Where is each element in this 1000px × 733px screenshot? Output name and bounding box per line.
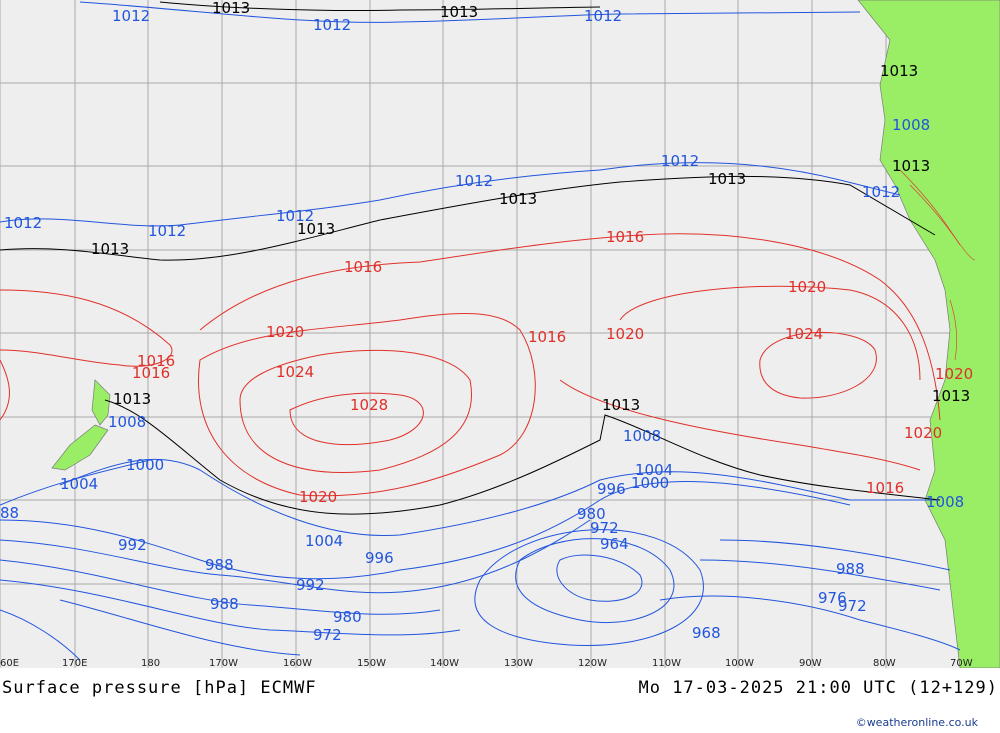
isobar-label: 980 — [333, 608, 362, 626]
lon-tick: 110W — [652, 658, 681, 668]
isobar-label: 1013 — [113, 390, 151, 408]
lon-tick: 160W — [283, 658, 312, 668]
isobar-label: 1012 — [455, 172, 493, 190]
isobar-label: 988 — [210, 595, 239, 613]
isobar-label: 1020 — [935, 365, 973, 383]
isobar-map-svg: 60E 170E 180 170W 160W 150W 140W 130W 12… — [0, 0, 1000, 668]
isobar-label: 1020 — [266, 323, 304, 341]
lon-tick: 80W — [873, 658, 896, 668]
isobar-label: 1004 — [635, 461, 673, 479]
isobar-label: 964 — [600, 535, 629, 553]
isobar-label: 1012 — [4, 214, 42, 232]
isobar-label: 1012 — [148, 222, 186, 240]
isobar-label: 1016 — [344, 258, 382, 276]
isobar-label: 1008 — [108, 413, 146, 431]
isobar-label: 1016 — [606, 228, 644, 246]
isobar-label: 992 — [296, 576, 325, 594]
isobar-label: 1013 — [880, 62, 918, 80]
lon-tick: 60E — [0, 658, 19, 668]
isobar-label: 992 — [118, 536, 147, 554]
isobar-label: 1004 — [60, 475, 98, 493]
isobar-label: 1013 — [212, 0, 250, 17]
isobar-label: 968 — [692, 624, 721, 642]
isobar-label: 1020 — [299, 488, 337, 506]
isobar-labels: 1012 1013 1012 1013 1012 1012 1013 1012 … — [0, 0, 973, 644]
isobar-label: 988 — [836, 560, 865, 578]
isobar-label: 1024 — [785, 325, 823, 343]
isobar-label: 1013 — [932, 387, 970, 405]
isobar-label: 1020 — [606, 325, 644, 343]
isobar-label: 1000 — [631, 474, 669, 492]
lon-tick: 70W — [950, 658, 973, 668]
lon-tick: 100W — [725, 658, 754, 668]
isobar-label: 1016 — [866, 479, 904, 497]
isobar-label: 1013 — [297, 220, 335, 238]
new-zealand-north — [91, 379, 111, 426]
isobar-label: 1008 — [623, 427, 661, 445]
isobar-label: 1020 — [788, 278, 826, 296]
isobar-label: 972 — [838, 597, 867, 615]
isobar-label: 1008 — [892, 116, 930, 134]
isobar-label: 1016 — [137, 352, 175, 370]
valid-time: Mo 17-03-2025 21:00 UTC (12+129) — [638, 678, 998, 698]
lon-tick: 140W — [430, 658, 459, 668]
isobar-label: 1012 — [313, 16, 351, 34]
isobar-label: 1016 — [132, 364, 170, 382]
isobar-label: 1008 — [926, 493, 964, 511]
isobar-label: 1012 — [112, 7, 150, 25]
isobar-label: 972 — [590, 519, 619, 537]
isobar-label: 1013 — [708, 170, 746, 188]
longitude-ticks: 60E 170E 180 170W 160W 150W 140W 130W 12… — [0, 658, 973, 668]
isobar-label: 1024 — [276, 363, 314, 381]
isobar-label: 972 — [313, 626, 342, 644]
reference-isobars-1013 — [0, 1, 941, 515]
isobar-label: 1013 — [440, 3, 478, 21]
lon-tick: 170W — [209, 658, 238, 668]
landmasses — [51, 0, 1000, 668]
graticule — [0, 0, 1000, 668]
isobar-label: 1012 — [584, 7, 622, 25]
isobar-label: 996 — [365, 549, 394, 567]
isobar-label: 1028 — [350, 396, 388, 414]
isobar-label: 988 — [205, 556, 234, 574]
isobar-label: 996 — [597, 480, 626, 498]
isobar-label: 1013 — [602, 396, 640, 414]
lon-tick: 90W — [799, 658, 822, 668]
lon-tick: 170E — [62, 658, 87, 668]
andes-relief — [899, 169, 976, 361]
isobar-label: 1012 — [661, 152, 699, 170]
isobar-label: 1013 — [91, 240, 129, 258]
isobar-label: 1012 — [276, 207, 314, 225]
south-america — [857, 0, 1000, 668]
pressure-map — [0, 0, 1000, 668]
lon-tick: 180 — [141, 658, 160, 668]
low-pressure-isobars — [0, 1, 961, 661]
lon-tick: 130W — [504, 658, 533, 668]
high-pressure-isobars — [0, 233, 941, 497]
isobar-label: 88 — [0, 504, 19, 522]
lon-tick: 120W — [578, 658, 607, 668]
lon-tick: 150W — [357, 658, 386, 668]
isobar-label: 1013 — [892, 157, 930, 175]
isobar-label: 1013 — [499, 190, 537, 208]
isobar-label: 976 — [818, 589, 847, 607]
isobar-label: 980 — [577, 505, 606, 523]
isobar-label: 1012 — [862, 183, 900, 201]
credit-link[interactable]: ©weatheronline.co.uk — [855, 716, 978, 729]
isobar-label: 1000 — [126, 456, 164, 474]
footer-bar — [0, 668, 1000, 733]
map-title: Surface pressure [hPa] ECMWF — [2, 678, 317, 698]
isobar-label: 1020 — [904, 424, 942, 442]
isobar-label: 1004 — [305, 532, 343, 550]
isobar-label: 1016 — [528, 328, 566, 346]
new-zealand-south — [51, 424, 109, 471]
